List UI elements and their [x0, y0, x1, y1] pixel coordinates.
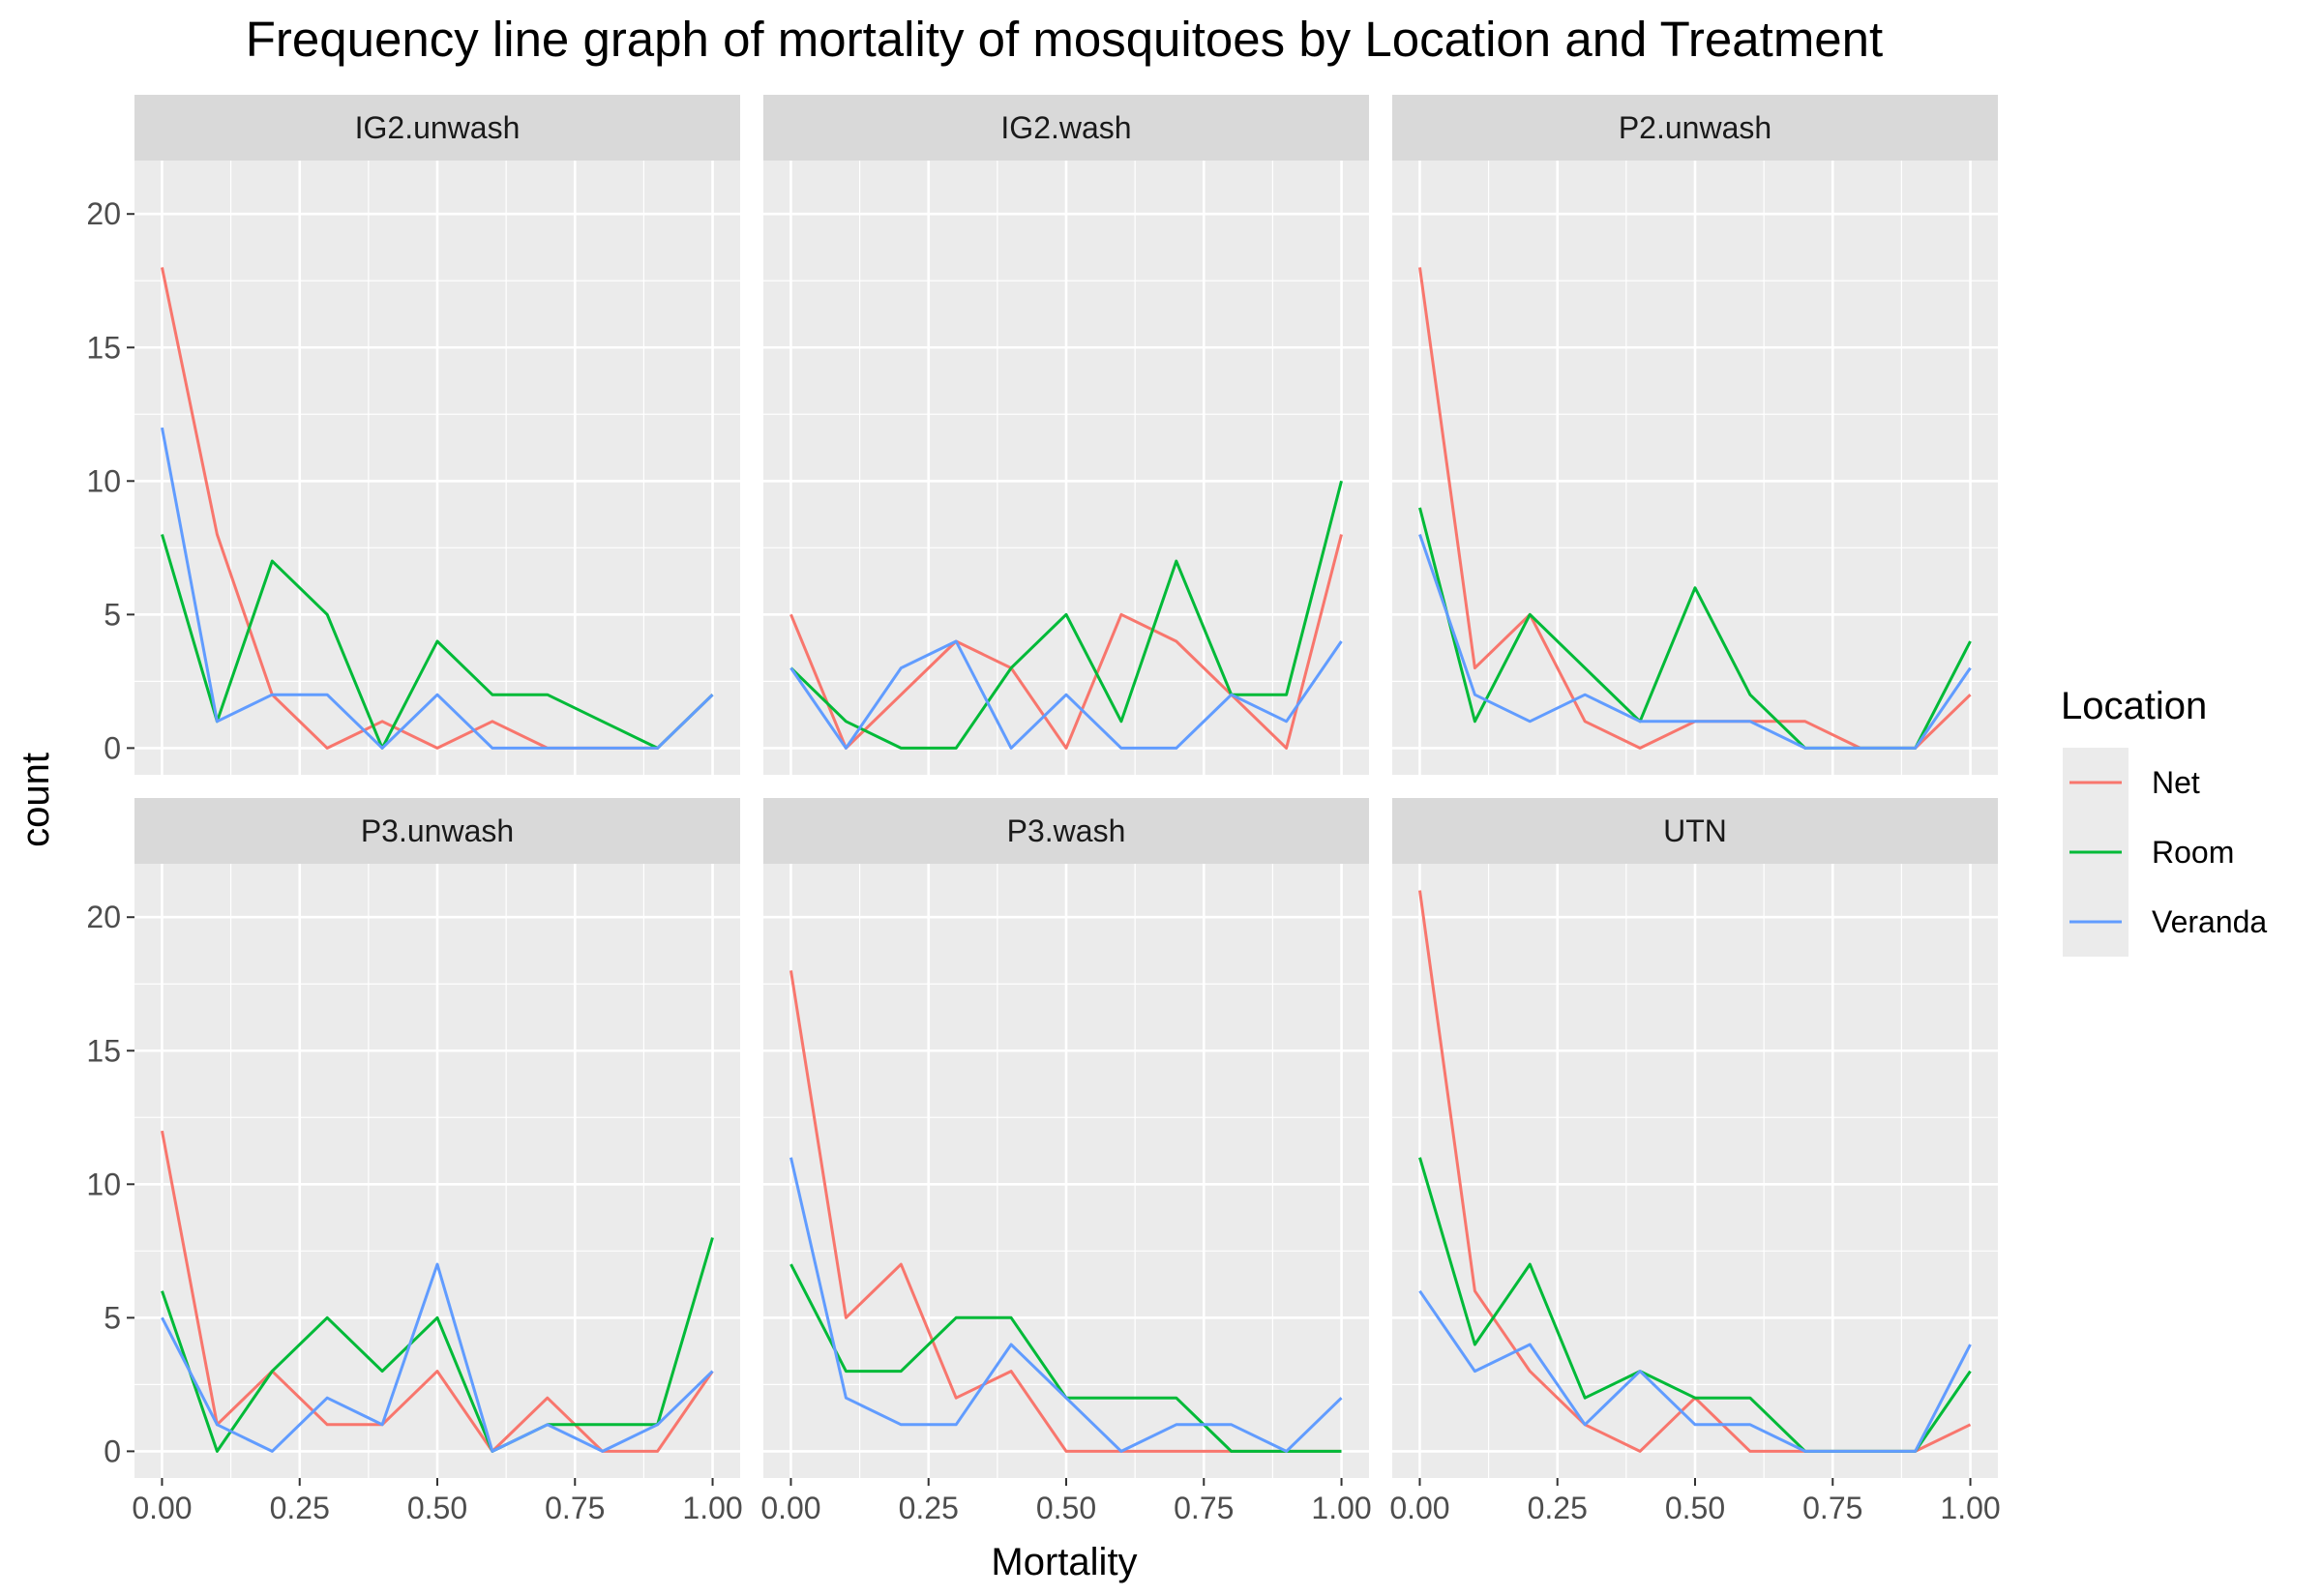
x-tick-label: 0.75 — [545, 1491, 605, 1525]
facet-strip — [763, 798, 1369, 864]
legend-label-room: Room — [2152, 835, 2234, 870]
x-tick-label: 0.00 — [132, 1491, 192, 1525]
facet-strip — [134, 95, 740, 161]
series-line-veranda — [1418, 534, 1972, 750]
x-tick-label: 1.00 — [1311, 1491, 1371, 1525]
facet-strip — [1392, 95, 1998, 161]
facet-panel-IG2.unwash: IG2.unwash 0 5 10 15 20 — [86, 95, 740, 775]
x-tick-label: 0.25 — [899, 1491, 959, 1525]
legend-title: Location — [2061, 685, 2207, 727]
legend: Location Net Room Veranda — [2061, 685, 2267, 957]
x-tick-label: 0.25 — [270, 1491, 330, 1525]
series-line-room — [161, 534, 714, 750]
x-tick-label: 0.75 — [1802, 1491, 1862, 1525]
x-tick-label: 0.75 — [1174, 1491, 1234, 1525]
facet-strip-label: P3.wash — [1007, 813, 1126, 848]
x-tick-label: 0.25 — [1528, 1491, 1588, 1525]
facet-panel-P2.unwash: P2.unwash — [1392, 95, 1998, 775]
facet-panel-P3.wash: P3.wash 0.00 0.25 0.50 0.75 1.00 — [760, 798, 1372, 1525]
series-line-veranda — [789, 1157, 1343, 1453]
facet-strip-label: IG2.unwash — [355, 110, 521, 145]
x-tick-label: 1.00 — [682, 1491, 742, 1525]
facet-panel-IG2.wash: IG2.wash — [763, 95, 1369, 775]
y-tick-label: 5 — [104, 1300, 121, 1335]
series-line-veranda — [161, 1262, 714, 1453]
y-tick-label: 10 — [86, 1167, 121, 1201]
facet-strip — [1392, 798, 1998, 864]
x-tick-label: 1.00 — [1940, 1491, 2000, 1525]
x-tick-label: 0.50 — [1665, 1491, 1725, 1525]
series-line-veranda — [1418, 1289, 1972, 1453]
legend-label-net: Net — [2152, 765, 2200, 800]
facet-strip-label: UTN — [1663, 813, 1727, 848]
facet-strip — [763, 95, 1369, 161]
series-line-veranda — [789, 639, 1343, 750]
chart-title: Frequency line graph of mortality of mos… — [246, 12, 1883, 67]
x-tick-label: 0.50 — [407, 1491, 467, 1525]
y-axis-title: count — [15, 753, 57, 847]
facet-strip-label: P3.unwash — [361, 813, 514, 848]
facet-strip-label: IG2.wash — [1000, 110, 1131, 145]
x-tick-label: 0.00 — [1389, 1491, 1449, 1525]
series-line-room — [161, 1237, 714, 1453]
legend-label-veranda: Veranda — [2152, 904, 2267, 939]
y-tick-label: 20 — [86, 900, 121, 934]
facet-panels: IG2.unwash 0 5 10 15 20 IG2.wash P2.unwash P3.un… — [86, 95, 2001, 1525]
facet-panel-P3.unwash: P3.unwash 0 5 10 15 20 0.00 0.25 0.50 0.75 1.00 — [86, 798, 743, 1525]
series-line-net — [161, 1130, 714, 1453]
facet-panel-UTN: UTN 0.00 0.25 0.50 0.75 1.00 — [1389, 798, 2001, 1525]
y-tick-label: 15 — [86, 1033, 121, 1068]
facet-strip-label: P2.unwash — [1619, 110, 1771, 145]
facet-strip — [134, 798, 740, 864]
x-axis-title: Mortality — [991, 1541, 1137, 1583]
series-line-veranda — [161, 427, 714, 750]
y-tick-label: 10 — [86, 463, 121, 498]
x-tick-label: 0.50 — [1036, 1491, 1096, 1525]
series-line-room — [789, 480, 1343, 750]
y-tick-label: 0 — [104, 730, 121, 765]
y-tick-label: 20 — [86, 196, 121, 231]
y-tick-label: 0 — [104, 1433, 121, 1468]
x-tick-label: 0.00 — [760, 1491, 820, 1525]
y-tick-label: 15 — [86, 330, 121, 365]
y-tick-label: 5 — [104, 597, 121, 632]
series-line-net — [789, 534, 1343, 750]
